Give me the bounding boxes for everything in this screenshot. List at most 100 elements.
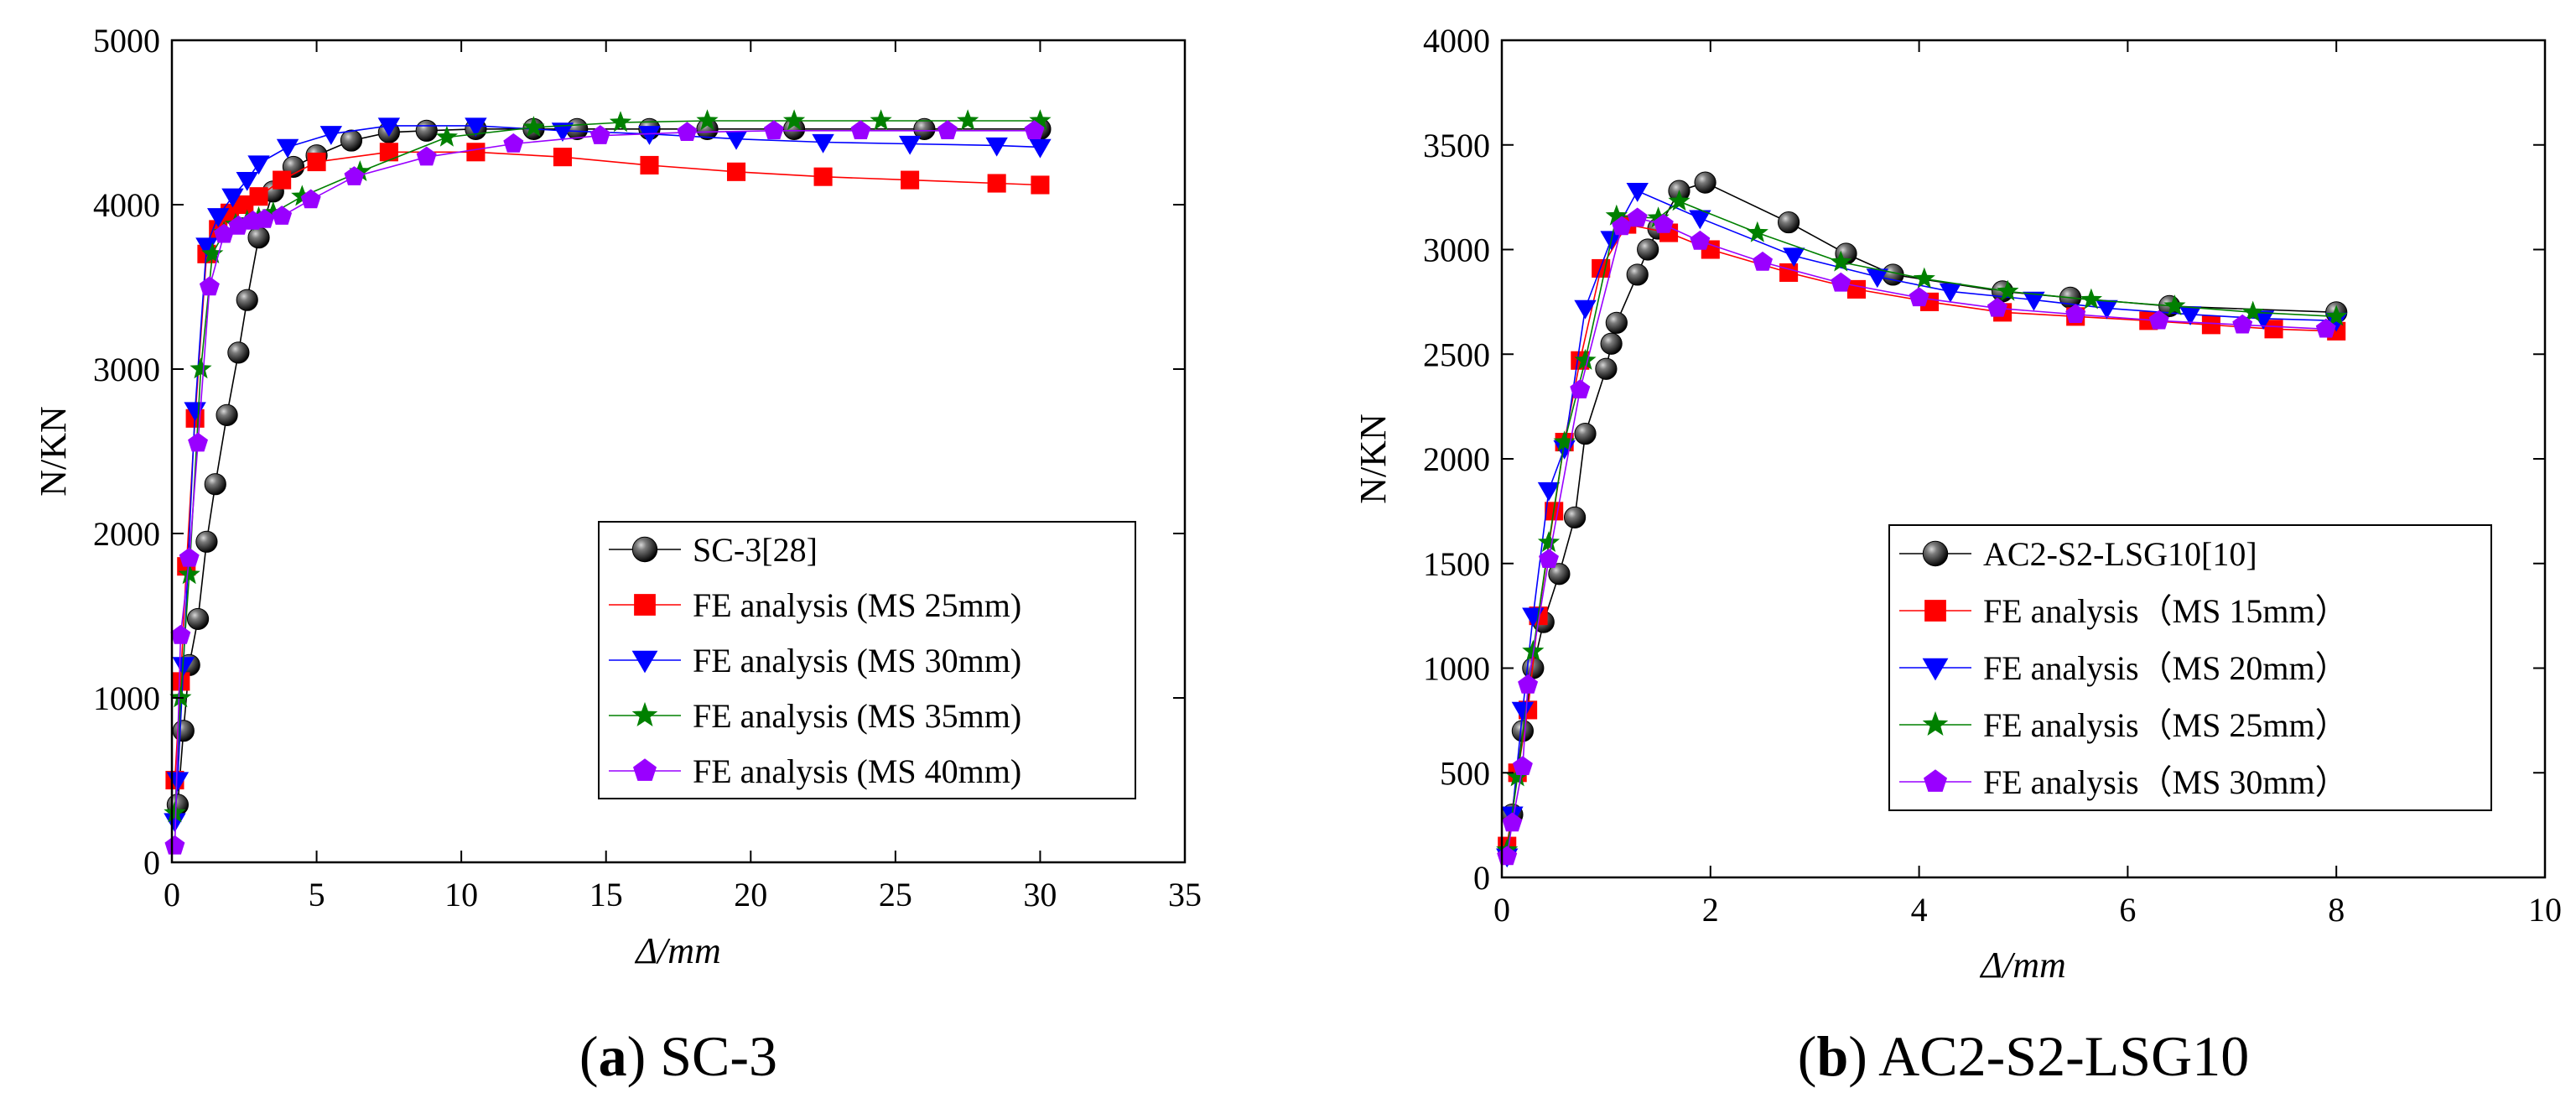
panel-b-caption: (b) AC2-S2-LSG10 [1798,1024,2249,1088]
panel-a-xlabel-text: Δ/mm [634,930,721,971]
panel-a-series-2-point [379,143,398,162]
panel-a-series-1-point [247,226,270,249]
panel-b-series-5-line [1506,217,2326,857]
panel-b-series-1-point [1637,238,1659,261]
panel-b-plot [1496,171,2348,868]
panel-b-ytick-label: 0 [1473,859,1490,897]
panel-b-series-5-point [1653,214,1674,233]
panel-a-series-1-point [216,403,238,426]
panel-b-legend-marker [1922,710,1949,736]
panel-a-series-4-line [174,120,1041,814]
panel-b-caption-text: AC2-S2-LSG10 [1878,1024,2249,1088]
panel-b-series-2-point [2264,320,2283,339]
panel-a-series-5-point [272,206,293,225]
panel-a-series-5-point [763,120,784,139]
panel-b-ytick-label: 3500 [1423,127,1490,164]
panel-b-legend-label: FE analysis（MS 25mm） [1983,706,2349,744]
panel-a-legend-marker [631,650,658,674]
panel-a-series-2-point [466,143,486,162]
panel-b-legend-label: FE analysis（MS 30mm） [1983,763,2349,801]
panel-a-series-1-point [195,530,218,553]
panel-a-series-5-point [254,209,275,228]
panel-b-legend: AC2-S2-LSG10[10] FE analysis（MS 15mm） FE a… [1888,524,2492,811]
panel-a-series-3-point [276,138,299,159]
panel-b-xlabel: Δ/mm [1979,945,2066,986]
panel-b-series-2-point [1779,263,1799,282]
panel-a-series-5-point [228,215,249,235]
panel-b-series-1-point [1694,171,1716,194]
panel-b-series-1-point [1595,357,1618,380]
panel-b-xtick-label: 2 [1702,891,1719,929]
panel-b-series-1-point [1778,211,1800,234]
panel-b-series-1-point [1574,422,1597,445]
panel-a-xtick-label: 30 [1023,876,1057,913]
panel-b-series-3-point [1866,268,1889,289]
panel-a-caption: (a) SC-3 [579,1024,777,1088]
panel-a-series-2-point [273,170,292,190]
panel-b-ytick-label: 4000 [1423,22,1490,60]
panel-a-series-5-point [164,835,185,855]
panel-b-series-1-point [1563,506,1587,528]
panel-a-series-4-point [782,109,806,131]
panel-a-series-4-point [522,116,545,137]
panel-b-caption-letter: b [1816,1024,1848,1088]
panel-a-series-5-point [188,432,208,452]
panel-b-legend-marker [1922,658,1949,681]
panel-a-legend-label: FE analysis (MS 40mm) [693,752,1021,790]
panel-a-legend-marker [631,536,658,563]
panel-a-xtick-label: 20 [734,876,767,913]
panel-b-xtick-label: 6 [2119,891,2136,929]
panel-a-ytick-label: 5000 [93,22,160,60]
panel-b-series-3-point [2179,306,2202,326]
panel-b-xtick-label: 8 [2328,891,2345,929]
panel-a-gridless-plot [164,109,1052,855]
panel-b-legend-label: FE analysis（MS 15mm） [1983,592,2349,630]
panel-a-series-3-point [465,117,487,138]
panel-a-series-2-point [307,153,326,172]
panel-a-series-5-point [344,166,365,185]
panel-a-series-4-point [169,686,192,708]
panel-b: 0 2 4 6 8 1005001000150020002500300035004000 … [1353,22,2562,1088]
panel-b-series-5-point [1987,297,2007,317]
panel-b-legend-marker [1924,769,1947,792]
panel-a-series-2-point [553,148,572,167]
panel-b-ytick-label: 2000 [1423,440,1490,478]
panel-a-caption-letter: a [599,1024,627,1088]
panel-a-ticks: 0 5 10 15 20 25 30 35 0 1000 2000 3000 4000 5000 [93,22,1202,913]
panel-b-series-5-point [1518,674,1539,694]
panel-a-series-2-point [813,167,833,186]
panel-a: 0 5 10 15 20 25 30 35 0 1000 2000 3000 4000 5000 Δ/mm… [33,22,1202,1088]
panel-b-legend-label: AC2-S2-LSG10[10] [1983,535,2257,573]
panel-b-series-3-point [1537,481,1561,502]
panel-b-xtick-label: 10 [2528,891,2562,929]
panel-a-series-4-point [201,242,224,263]
panel-a-series-4-point [178,563,200,585]
panel-a-series-1-point [415,119,438,142]
panel-b-series-3-point [1511,701,1535,721]
panel-b-ytick-label: 1000 [1423,650,1490,688]
panel-a-series-5-point [179,547,200,567]
panel-a-series-2-point [640,155,659,174]
panel-b-series-3-point [2023,291,2045,311]
panel-b-xtick-label: 0 [1493,891,1510,929]
panel-b-series-5-point [1612,216,1632,236]
panel-b-series-5-point [2148,310,2169,330]
panel-b-ytick-label: 500 [1440,754,1490,792]
panel-b-series-5-point [1502,812,1523,832]
panel-a-series-4-point [1029,109,1052,131]
panel-a-series-3-point [724,131,748,150]
panel-a-legend-marker [631,701,658,726]
panel-b-series-5-point [1539,549,1559,568]
panel-a-series-4-point [957,109,979,131]
panel-b-series-5-point [1753,251,1773,271]
panel-b-series-5-point [1627,207,1648,227]
panel-b-legend-label: FE analysis（MS 20mm） [1983,649,2349,687]
panel-a-legend-label: FE analysis (MS 35mm) [693,697,1021,735]
panel-a-series-3-point [812,133,834,154]
panel-a-series-1-point [340,129,363,152]
panel-a-legend: SC-3[28] FE analysis (MS 25mm) FE analysis… [598,521,1136,799]
panel-a-series-3-point [638,126,661,145]
panel-a-series-4-point [696,109,719,131]
panel-b-series-2-point [1846,279,1866,299]
panel-a-series-1-point [236,289,258,311]
